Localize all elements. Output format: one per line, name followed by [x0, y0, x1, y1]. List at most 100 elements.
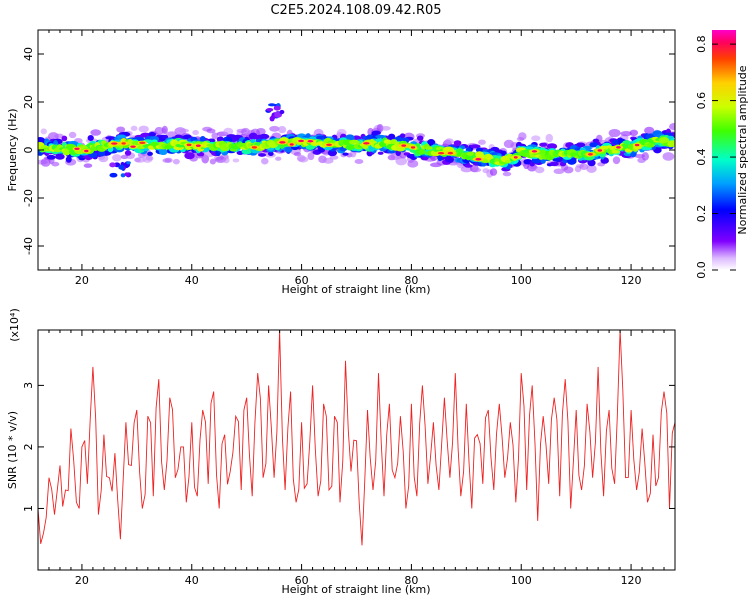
- snr-series: [38, 330, 675, 546]
- spectrogram-cell: [612, 139, 620, 145]
- spectrogram-cell: [126, 161, 131, 165]
- spectrogram-cell: [425, 146, 433, 150]
- spectrogram-cell: [407, 159, 419, 168]
- y-tick-label: 1: [22, 505, 35, 512]
- spectrogram-cell: [256, 127, 266, 136]
- spectrogram-cell: [589, 142, 599, 148]
- spectrogram-cell: [124, 150, 132, 156]
- spectrogram-cell: [587, 159, 596, 167]
- spectrogram-cell: [586, 164, 597, 173]
- spectrogram-cell: [329, 155, 339, 160]
- spectrogram-cell: [563, 166, 574, 174]
- spectrogram-cell: [223, 127, 234, 136]
- spectrogram-cell: [377, 151, 384, 155]
- spectrogram-cell: [259, 133, 270, 140]
- spectrogram-heatmap: [38, 102, 675, 178]
- spectrogram-cell: [575, 142, 586, 148]
- spectrogram-cell: [669, 122, 675, 131]
- spectrogram-cell: [307, 152, 315, 161]
- spectrogram-cell: [546, 143, 558, 150]
- spectrogram-cell: [662, 152, 675, 161]
- spectrogram-cell: [258, 153, 267, 157]
- spectrogram-cell: [206, 128, 216, 134]
- spectrogram-cell: [478, 139, 486, 145]
- spectrogram-cell: [531, 150, 538, 153]
- spectrogram-cell: [158, 148, 168, 156]
- spectrogram-cell: [471, 167, 482, 173]
- spectrogram-cell: [437, 154, 443, 162]
- spectrogram-cell: [284, 146, 293, 153]
- spectrogram-cell: [534, 166, 545, 174]
- spectrogram-cell: [199, 135, 206, 143]
- y-tick-label: 2: [22, 443, 35, 450]
- spectrogram-cell: [376, 124, 384, 133]
- spectrogram-cell: [55, 153, 65, 160]
- spectrogram-cell: [47, 132, 59, 141]
- spectrogram-cell: [646, 142, 655, 148]
- colorbar-tick-label: 0.0: [695, 261, 708, 279]
- spectrogram-cell: [395, 156, 408, 166]
- spectrogram-cell: [444, 138, 454, 145]
- spectrogram-cell: [489, 168, 498, 176]
- spectrogram-cell: [112, 154, 122, 162]
- spectrogram-cell: [513, 156, 518, 159]
- snr-ylabel: SNR (10 * v/v): [6, 411, 19, 489]
- spectrogram-cell: [184, 152, 195, 160]
- spectrogram-cell: [375, 134, 387, 139]
- y-tick-label: -40: [22, 237, 35, 255]
- spectrogram-cell: [211, 132, 219, 140]
- spectrogram-ylabel: Frequency (Hz): [6, 109, 19, 192]
- spectrogram-cell: [401, 144, 407, 147]
- spectrogram-cell: [608, 128, 621, 138]
- spectrogram-cell: [261, 157, 269, 165]
- spectrogram-cell: [363, 142, 370, 145]
- spectrogram-cell: [447, 156, 454, 163]
- spectrogram-cell: [65, 156, 72, 163]
- spectrogram-cell: [61, 135, 68, 142]
- spectrogram-cell: [342, 152, 349, 156]
- x-tick-label: 40: [185, 574, 199, 587]
- spectrogram-cell: [277, 125, 287, 134]
- spectrogram-cell: [266, 108, 274, 112]
- spectrogram-cell: [251, 146, 257, 149]
- x-tick-label: 20: [75, 574, 89, 587]
- spectrogram-cell: [455, 148, 464, 154]
- colorbar-label: Normalized spectral amplitude: [736, 65, 749, 234]
- spectrogram-cell: [130, 125, 138, 131]
- x-tick-label: 40: [185, 274, 199, 287]
- spectrogram-cell: [84, 149, 89, 153]
- spectrogram-cell: [111, 142, 118, 145]
- spectrogram-cell: [124, 172, 130, 177]
- spectrogram-cell: [616, 146, 621, 149]
- colorbar-ticks: 0.0 0.2 0.4 0.6 0.8: [695, 35, 736, 279]
- colorbar-tick-label: 0.2: [695, 205, 708, 223]
- spectrogram-cell: [40, 128, 47, 135]
- spectrogram-cell: [634, 143, 640, 147]
- spectrogram-cell: [269, 125, 280, 132]
- snr-multiplier: (x10⁴): [8, 308, 21, 342]
- spectrogram-cell: [269, 115, 275, 122]
- y-tick-label: 3: [22, 382, 35, 389]
- spectrogram-cell: [500, 150, 507, 156]
- spectrogram-cell: [223, 157, 230, 164]
- spectrogram-cell: [90, 129, 101, 136]
- spectrogram-cell: [475, 158, 482, 161]
- spectrogram-cell: [179, 128, 190, 133]
- spectrogram-cell: [147, 151, 153, 156]
- spectrogram-cell: [268, 103, 276, 107]
- spectrogram-cell: [410, 146, 416, 149]
- spectrogram-cell: [164, 157, 173, 163]
- spectrogram-cell: [416, 135, 424, 141]
- spectrogram-cell: [46, 154, 56, 160]
- spectrogram-cell: [120, 173, 126, 178]
- figure-title: C2E5.2024.108.09.42.R05: [270, 3, 441, 18]
- spectrogram-cell: [139, 141, 146, 145]
- x-tick-label: 100: [511, 574, 532, 587]
- spectrogram-cell: [531, 135, 541, 142]
- spectrogram-cell: [658, 136, 670, 145]
- spectrogram-cell: [267, 151, 274, 157]
- spectrogram-cell: [51, 161, 60, 167]
- spectrogram-cell: [109, 162, 116, 168]
- snr-ticks: 20 40 60 80 100 120 1 2 3: [22, 330, 676, 587]
- spectrogram-cell: [588, 153, 593, 156]
